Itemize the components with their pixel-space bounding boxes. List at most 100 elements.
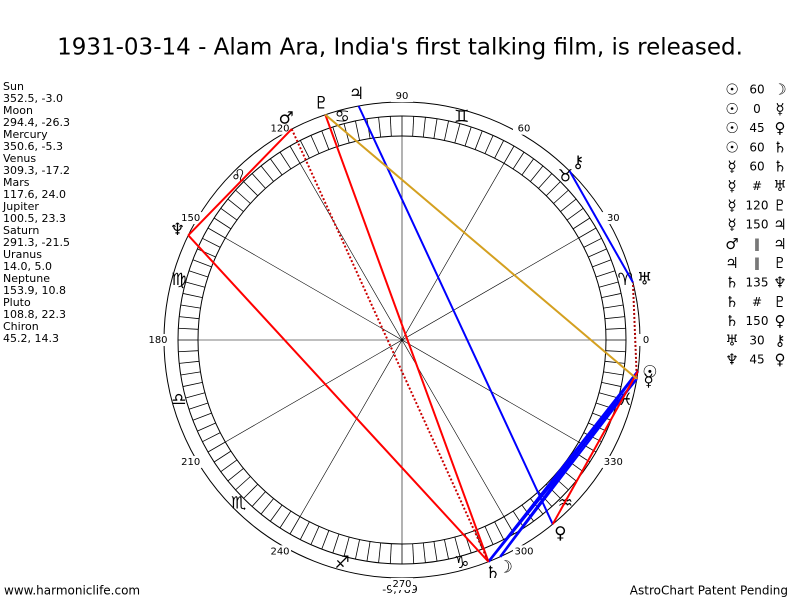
ring-tick	[512, 510, 525, 529]
ring-tick	[251, 173, 266, 189]
planet-glyph: ♅	[637, 270, 652, 290]
aspect-p2: ♇	[773, 254, 786, 272]
aspect-line	[187, 234, 490, 563]
ring-tick	[444, 539, 449, 560]
label-bg	[391, 578, 413, 590]
ring-tick	[583, 237, 602, 248]
planet-coords: 294.4, -26.3	[3, 116, 70, 129]
sign-glyph: ♐	[335, 553, 350, 573]
degree-label: 330	[604, 457, 623, 468]
ring-tick	[433, 118, 438, 139]
ring-tick	[202, 237, 221, 248]
ring-tick	[243, 181, 259, 197]
ring-tick	[235, 189, 251, 204]
ring-tick	[538, 173, 553, 189]
sign-glyph: ♉	[558, 167, 573, 187]
ring-tick	[601, 293, 622, 298]
aspect-p1: ♄	[725, 274, 738, 292]
aspect-line	[290, 128, 490, 563]
ring-tick	[213, 217, 232, 230]
sign-glyph: ♏	[231, 493, 246, 513]
ring-tick	[289, 516, 301, 535]
ring-tick	[332, 533, 340, 554]
aspect-p1: ☿	[727, 158, 736, 176]
ring-tick	[389, 543, 392, 564]
sign-glyph: ♋	[335, 107, 350, 127]
planet-name: Pluto	[3, 296, 31, 309]
ring-tick	[227, 198, 244, 212]
planet-coords: 153.9, 10.8	[3, 284, 66, 297]
aspect-p1: ☿	[727, 196, 736, 214]
planet-glyph: ⚷	[572, 153, 584, 173]
ring-tick	[605, 350, 626, 353]
ring-tick	[180, 371, 201, 376]
aspect-type: 45	[749, 121, 764, 135]
aspect-type: 60	[749, 160, 764, 174]
aspect-p2: ⚷	[775, 331, 786, 349]
ring-tick	[512, 151, 525, 170]
aspect-type: 150	[746, 218, 769, 232]
ring-tick	[503, 145, 515, 164]
aspect-p1: ♄	[725, 312, 738, 330]
planet-coords: 117.6, 24.0	[3, 188, 66, 201]
aspect-type: 60	[749, 83, 764, 97]
ring-tick	[185, 281, 206, 288]
aspect-line	[357, 105, 554, 525]
ring-tick	[220, 208, 238, 221]
ring-tick	[355, 539, 360, 560]
ring-tick	[220, 459, 238, 472]
planet-glyph: ♀	[554, 523, 566, 543]
aspect-p1: ♆	[725, 351, 738, 369]
ring-tick	[474, 130, 483, 150]
ring-tick	[598, 281, 619, 288]
aspect-p2: ♅	[773, 177, 786, 195]
aspect-p2: ☽	[773, 81, 786, 99]
aspect-p2: ♄	[773, 158, 786, 176]
degree-label: 240	[270, 546, 289, 557]
aspect-line	[324, 114, 490, 563]
aspect-p2: ♀	[775, 351, 786, 369]
planet-name: Saturn	[3, 224, 39, 237]
aspect-line	[187, 128, 293, 236]
ring-tick	[197, 422, 216, 432]
ring-tick	[192, 412, 212, 421]
ring-tick	[553, 189, 569, 204]
title: 1931-03-14 - Alam Ara, India's first tal…	[57, 35, 743, 61]
ring-tick	[464, 126, 472, 147]
aspect-line	[487, 378, 638, 563]
planet-name: Mars	[3, 176, 30, 189]
aspect-type: 150	[746, 314, 769, 328]
aspect-p2: ♇	[773, 196, 786, 214]
degree-label: 180	[148, 335, 167, 346]
ring-tick	[530, 165, 544, 182]
ring-tick	[355, 120, 360, 141]
ring-tick	[433, 541, 438, 562]
ring-tick	[588, 248, 607, 258]
ring-tick	[604, 316, 625, 320]
ring-tick	[299, 140, 310, 159]
aspect-p2: ♄	[773, 138, 786, 156]
ring-tick	[310, 526, 320, 545]
label-bg	[269, 122, 291, 135]
ring-tick	[213, 450, 232, 463]
degree-label: 60	[518, 124, 531, 135]
ring-tick	[566, 208, 584, 221]
aspect-type: 60	[749, 140, 764, 154]
ring-tick	[207, 227, 226, 239]
ring-tick	[412, 116, 415, 137]
ring-tick	[182, 382, 203, 387]
ring-tick	[454, 123, 461, 144]
ring-tick	[572, 217, 591, 230]
ring-tick	[603, 304, 624, 309]
ring-tick	[412, 543, 415, 564]
aspect-type: ‖	[754, 256, 760, 270]
ring-tick	[279, 151, 292, 170]
aspect-p2: ♃	[773, 235, 786, 253]
aspect-p1: ☿	[727, 216, 736, 234]
aspect-p1: ☿	[727, 177, 736, 195]
ring-tick	[235, 476, 251, 491]
planet-glyph: ☽	[498, 558, 513, 578]
ring-tick	[605, 327, 626, 330]
planet-name: Venus	[3, 152, 36, 165]
aspect-p2: ♀	[775, 119, 786, 137]
